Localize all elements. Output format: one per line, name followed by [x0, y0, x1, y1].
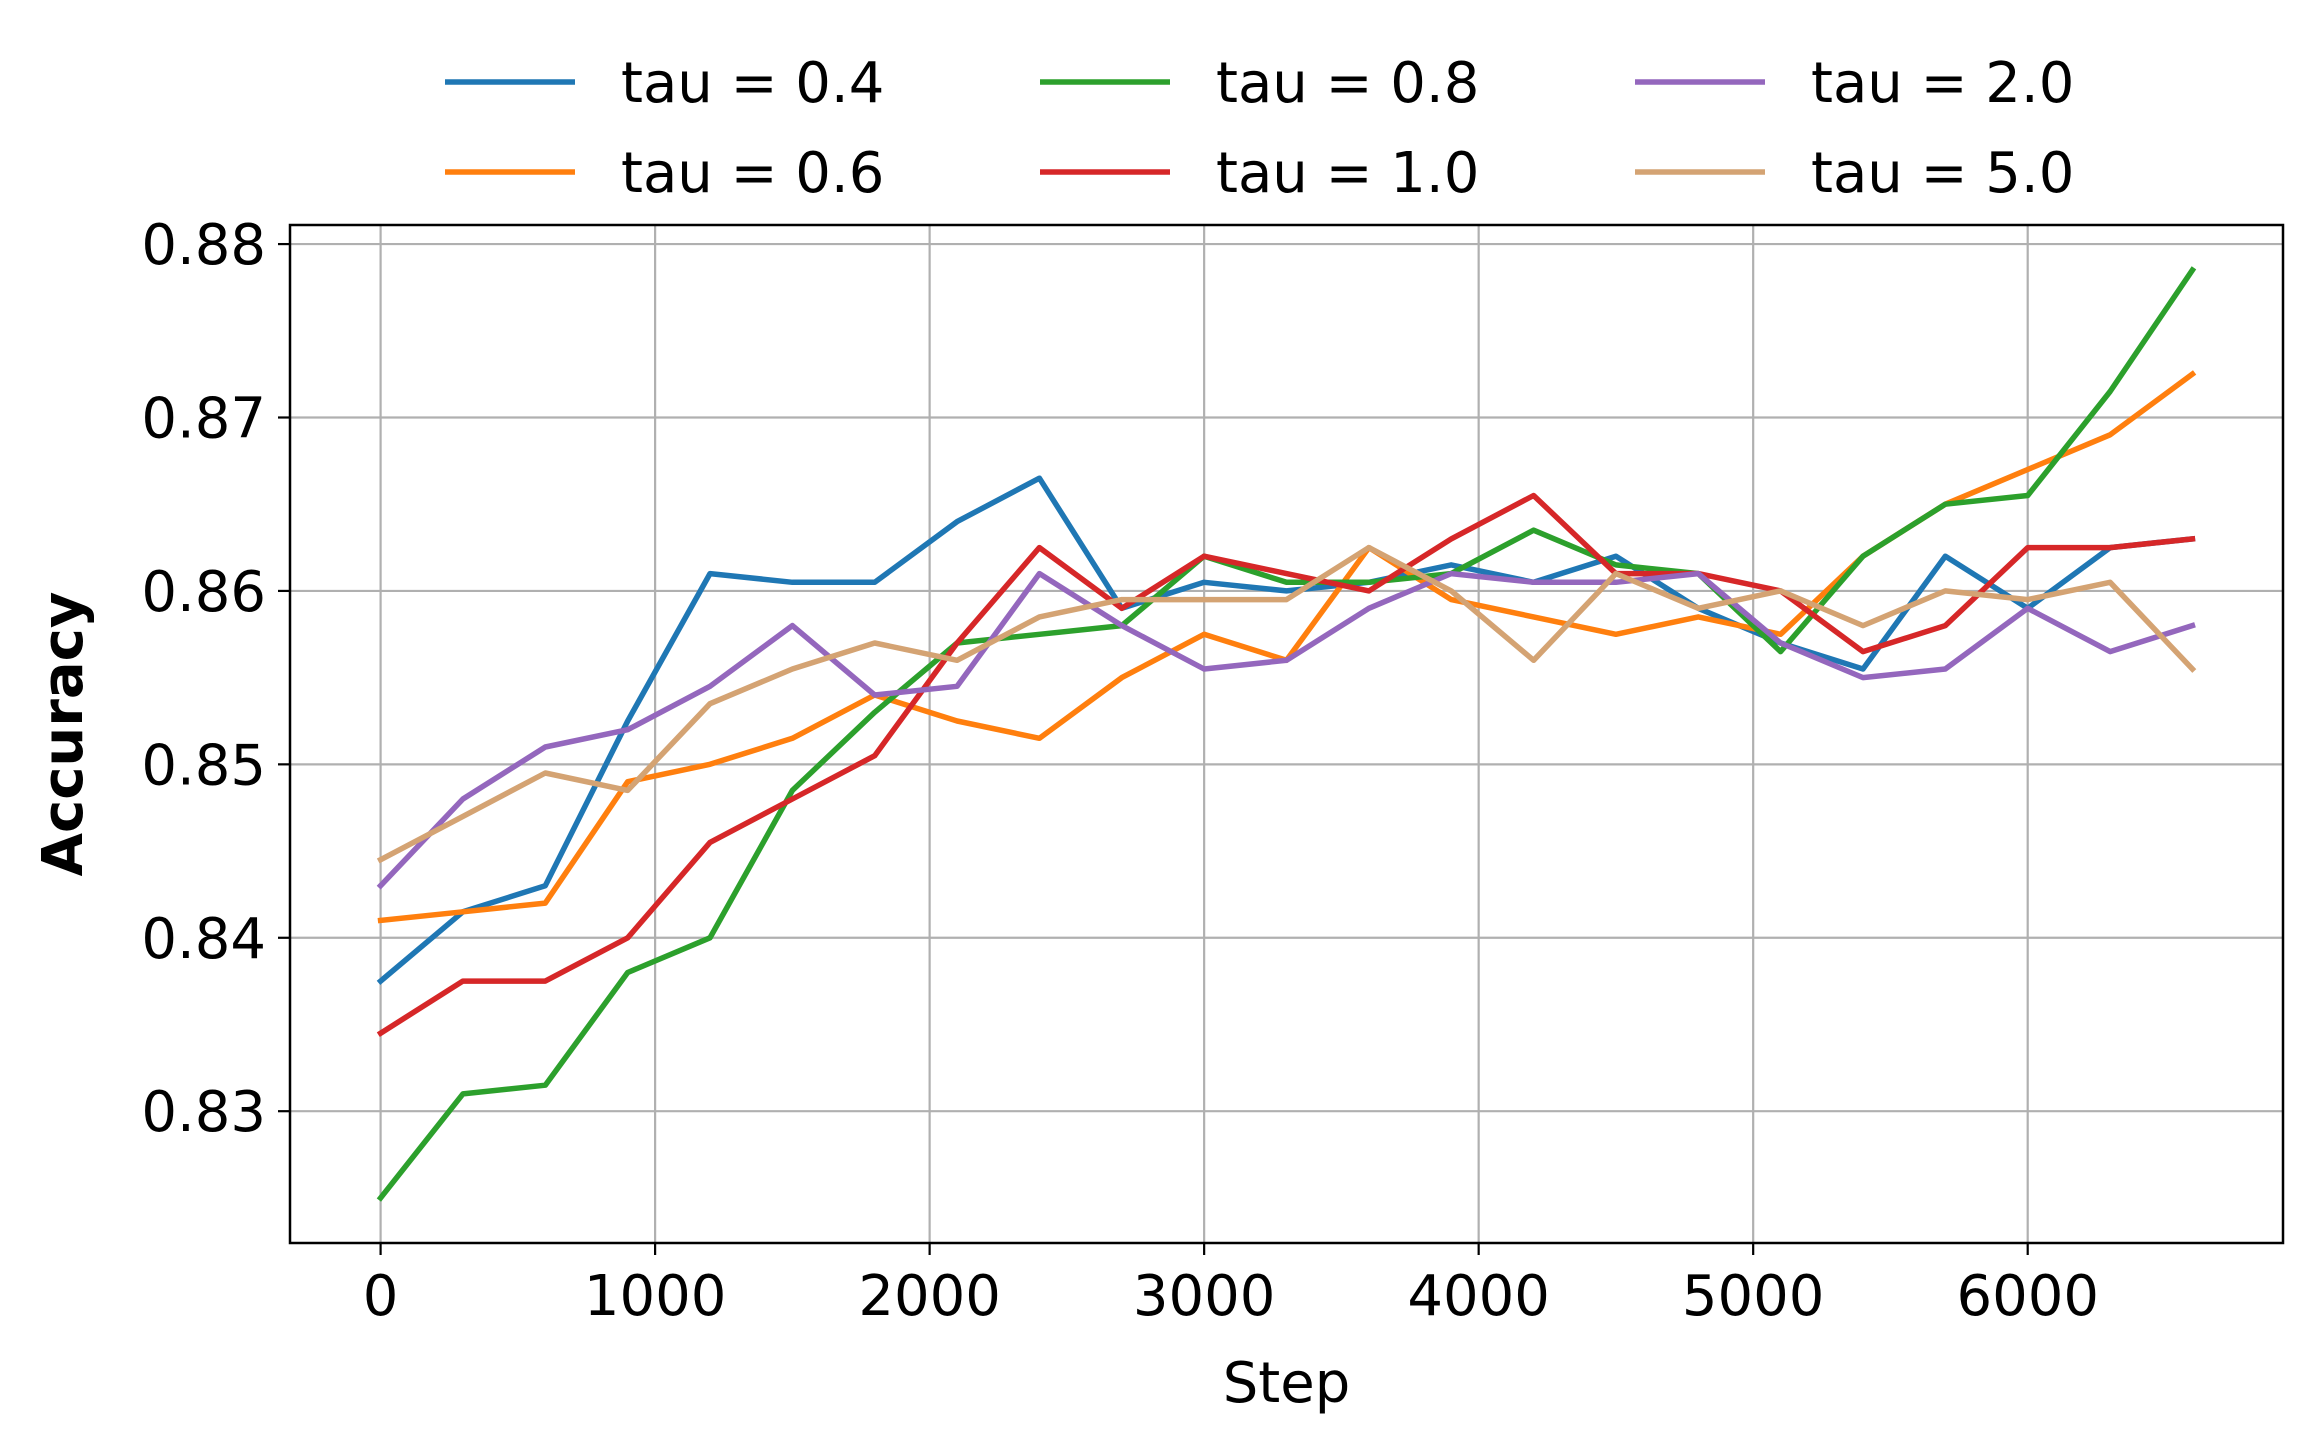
y-tick-label: 0.88	[141, 213, 266, 278]
x-axis-label: Step	[1223, 1351, 1351, 1416]
x-tick-label: 2000	[858, 1264, 1001, 1329]
series-line-2	[377, 370, 2197, 924]
legend-label: tau = 0.4	[621, 51, 884, 116]
legend-item: tau = 1.0	[1040, 141, 1479, 206]
series-line-5	[376, 570, 2196, 890]
axis-ticks: 0 1000 2000 3000 4000 5000 6000 0.83 0.84 0.85 0.8…	[141, 213, 2099, 1329]
legend: tau = 0.4 tau = 0.6 tau = 0.8 tau = 1.0 tau …	[445, 51, 2074, 206]
series-line-3	[376, 266, 2197, 1202]
legend-label: tau = 5.0	[1811, 141, 2074, 206]
legend-label: tau = 2.0	[1811, 51, 2074, 116]
y-tick-label: 0.86	[141, 560, 266, 625]
legend-label: tau = 0.8	[1216, 51, 1479, 116]
y-tick-label: 0.87	[141, 387, 266, 452]
series-lines	[376, 266, 2197, 1202]
legend-item: tau = 5.0	[1635, 141, 2074, 206]
y-tick-label: 0.83	[141, 1080, 266, 1145]
series-line-1	[376, 475, 2196, 985]
series-line-6	[376, 544, 2197, 864]
x-tick-label: 3000	[1133, 1264, 1276, 1329]
legend-item: tau = 0.4	[445, 51, 884, 116]
legend-item: tau = 0.6	[445, 141, 884, 206]
x-tick-label: 6000	[1956, 1264, 2099, 1329]
legend-label: tau = 1.0	[1216, 141, 1479, 206]
legend-label: tau = 0.6	[621, 141, 884, 206]
x-tick-label: 4000	[1407, 1264, 1550, 1329]
x-tick-label: 1000	[584, 1264, 727, 1329]
x-tick-label: 0	[363, 1264, 399, 1329]
plot-frame	[288, 223, 2285, 1245]
grid	[290, 225, 2283, 1243]
legend-item: tau = 2.0	[1635, 51, 2074, 116]
series-line-4	[376, 492, 2196, 1037]
y-tick-label: 0.84	[141, 907, 266, 972]
y-tick-label: 0.85	[141, 733, 266, 798]
y-axis-label: Accuracy	[31, 592, 96, 877]
x-tick-label: 5000	[1682, 1264, 1825, 1329]
legend-item: tau = 0.8	[1040, 51, 1479, 116]
